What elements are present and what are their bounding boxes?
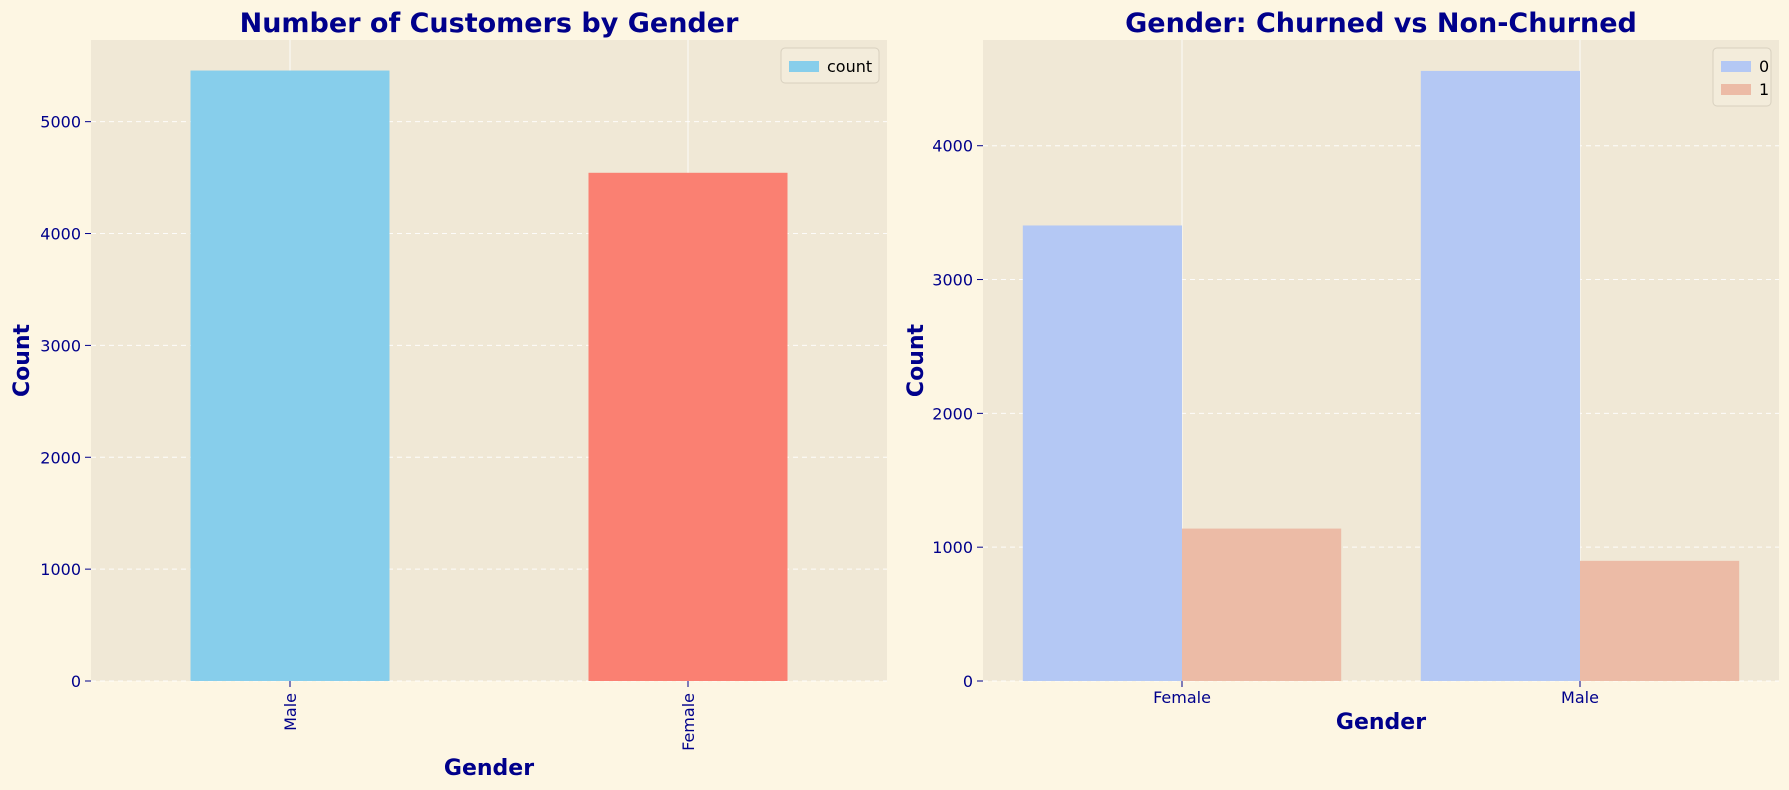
customers-by-gender-chart: 0 1000 2000 3000 4000 5000 Male Female Number … bbox=[10, 8, 887, 781]
bar-male-series-count bbox=[190, 70, 390, 681]
x-tick-label: Male bbox=[1561, 688, 1599, 707]
x-tick-label: Female bbox=[1153, 688, 1211, 707]
x-tick-label: Male bbox=[281, 693, 300, 731]
y-axis-label: Count bbox=[904, 323, 929, 397]
legend-swatch bbox=[789, 61, 819, 72]
x-axis-label: Gender bbox=[444, 756, 534, 781]
y-tick-label: 3000 bbox=[40, 336, 81, 355]
bar-female-series-1 bbox=[1182, 528, 1342, 681]
y-tick-label: 3000 bbox=[932, 271, 973, 290]
bar-male-series-1 bbox=[1580, 560, 1740, 681]
bar-female-series-count bbox=[588, 172, 788, 681]
legend-swatch bbox=[1721, 84, 1751, 95]
legend-label: 0 bbox=[1759, 57, 1769, 76]
bar-male-series-0 bbox=[1420, 70, 1580, 681]
churn-by-gender-chart: 0 1000 2000 3000 4000 Female Male Gender: Chu… bbox=[904, 8, 1779, 735]
y-axis-label: Count bbox=[10, 323, 35, 397]
y-tick-label: 0 bbox=[963, 672, 973, 691]
x-tick-label: Female bbox=[679, 693, 698, 751]
legend: count bbox=[780, 47, 880, 84]
chart-title: Gender: Churned vs Non-Churned bbox=[1125, 8, 1637, 39]
y-tick-label: 0 bbox=[71, 672, 81, 691]
y-tick-label: 1000 bbox=[932, 538, 973, 557]
legend-label: count bbox=[827, 57, 872, 76]
x-axis-label: Gender bbox=[1336, 710, 1426, 735]
chart-title: Number of Customers by Gender bbox=[240, 8, 739, 39]
legend-label: 1 bbox=[1759, 80, 1769, 99]
legend-frame bbox=[780, 47, 880, 84]
y-tick-label: 1000 bbox=[40, 560, 81, 579]
y-tick-label: 4000 bbox=[40, 225, 81, 244]
legend: 01 bbox=[1712, 47, 1772, 107]
y-tick-label: 4000 bbox=[932, 137, 973, 156]
y-tick-label: 5000 bbox=[40, 113, 81, 132]
y-tick-label: 2000 bbox=[932, 404, 973, 423]
bar-female-series-0 bbox=[1022, 225, 1182, 681]
y-tick-label: 2000 bbox=[40, 448, 81, 467]
legend-swatch bbox=[1721, 61, 1751, 72]
